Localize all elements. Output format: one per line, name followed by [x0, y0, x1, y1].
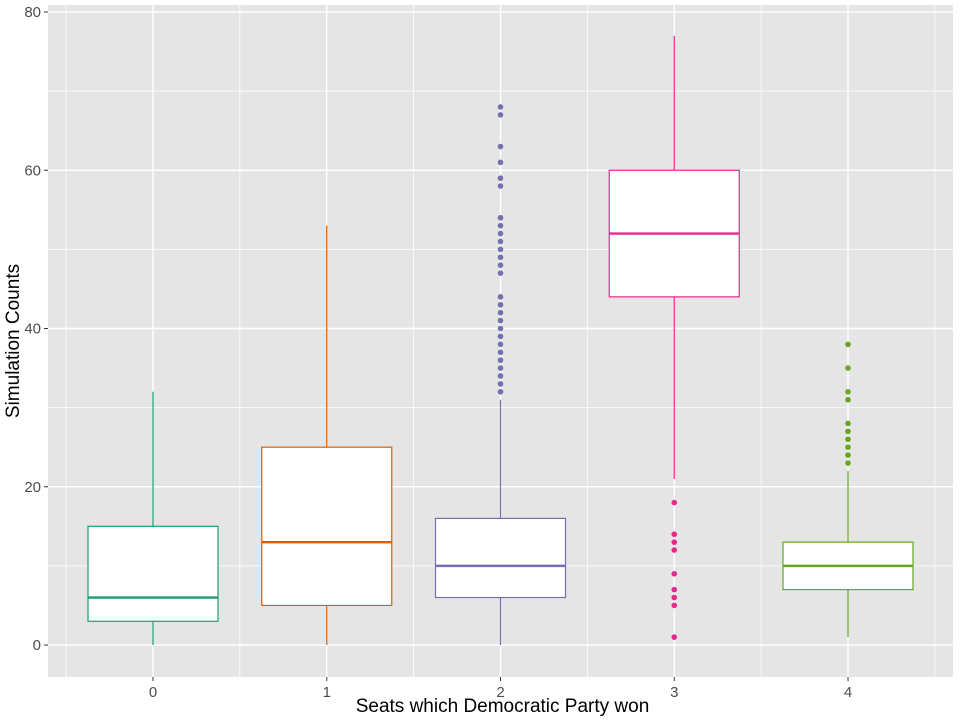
outlier-point [671, 547, 678, 553]
outlier-point [497, 389, 504, 395]
outlier-point [497, 381, 504, 387]
outlier-point [497, 214, 504, 221]
outlier-point [845, 341, 851, 348]
outlier-point [497, 254, 504, 261]
outlier-point [497, 309, 504, 316]
outlier-point [845, 460, 851, 466]
iqr-box [434, 517, 567, 599]
outlier-point [671, 539, 678, 545]
outlier-point [845, 452, 851, 458]
y-tick-label: 0 [33, 637, 41, 654]
outlier-point [845, 428, 851, 435]
outlier-point [671, 531, 678, 538]
outlier-point [671, 594, 678, 601]
outlier-point [497, 183, 504, 189]
outlier-point [671, 570, 678, 577]
outlier-point [671, 634, 678, 640]
outlier-point [497, 270, 504, 276]
y-tick-label: 60 [24, 162, 41, 179]
outlier-point [845, 420, 851, 427]
outlier-point [671, 499, 678, 506]
box-1 [261, 225, 393, 645]
outlier-point [497, 246, 504, 253]
outlier-point [497, 357, 504, 363]
outlier-point [497, 341, 504, 348]
outlier-point [497, 112, 504, 118]
y-tick-label: 40 [24, 321, 41, 338]
outlier-point [497, 349, 504, 356]
outlier-point [497, 230, 504, 237]
outlier-point [497, 317, 504, 324]
outlier-point [497, 373, 504, 379]
boxes-layer [87, 35, 914, 645]
box-2 [434, 104, 567, 645]
iqr-box [261, 446, 393, 607]
outlier-point [671, 602, 678, 609]
x-tick-label: 4 [844, 684, 852, 701]
box-3 [608, 35, 740, 640]
y-axis-ticks: 0 20 40 60 80 [24, 4, 48, 654]
y-tick-label: 80 [24, 4, 41, 21]
y-tick-label: 20 [24, 479, 41, 496]
box-4 [782, 341, 914, 638]
outlier-point [497, 143, 504, 150]
outlier-point [497, 104, 504, 110]
outlier-point [497, 325, 504, 332]
x-tick-label: 0 [149, 684, 157, 701]
x-tick-label: 2 [496, 684, 504, 701]
outlier-point [497, 301, 504, 308]
x-axis-ticks: 0 1 2 3 4 [149, 677, 852, 701]
outlier-point [497, 333, 504, 340]
outlier-point [845, 389, 851, 395]
x-tick-label: 1 [323, 684, 331, 701]
outlier-point [845, 396, 851, 403]
x-axis-title: Seats which Democratic Party won [356, 696, 650, 717]
iqr-box [87, 525, 219, 622]
outlier-point [497, 294, 504, 300]
outlier-point [497, 238, 504, 245]
y-axis-title: Simulation Counts [3, 264, 24, 418]
outlier-point [497, 262, 504, 269]
outlier-point [497, 175, 504, 181]
outlier-point [671, 586, 678, 593]
box-0 [87, 391, 219, 645]
x-tick-label: 3 [670, 684, 678, 701]
outlier-point [497, 222, 504, 229]
outlier-point [497, 159, 504, 166]
outlier-point [497, 365, 504, 371]
outlier-point [845, 436, 851, 443]
outlier-point [845, 444, 851, 450]
outlier-point [845, 365, 851, 371]
